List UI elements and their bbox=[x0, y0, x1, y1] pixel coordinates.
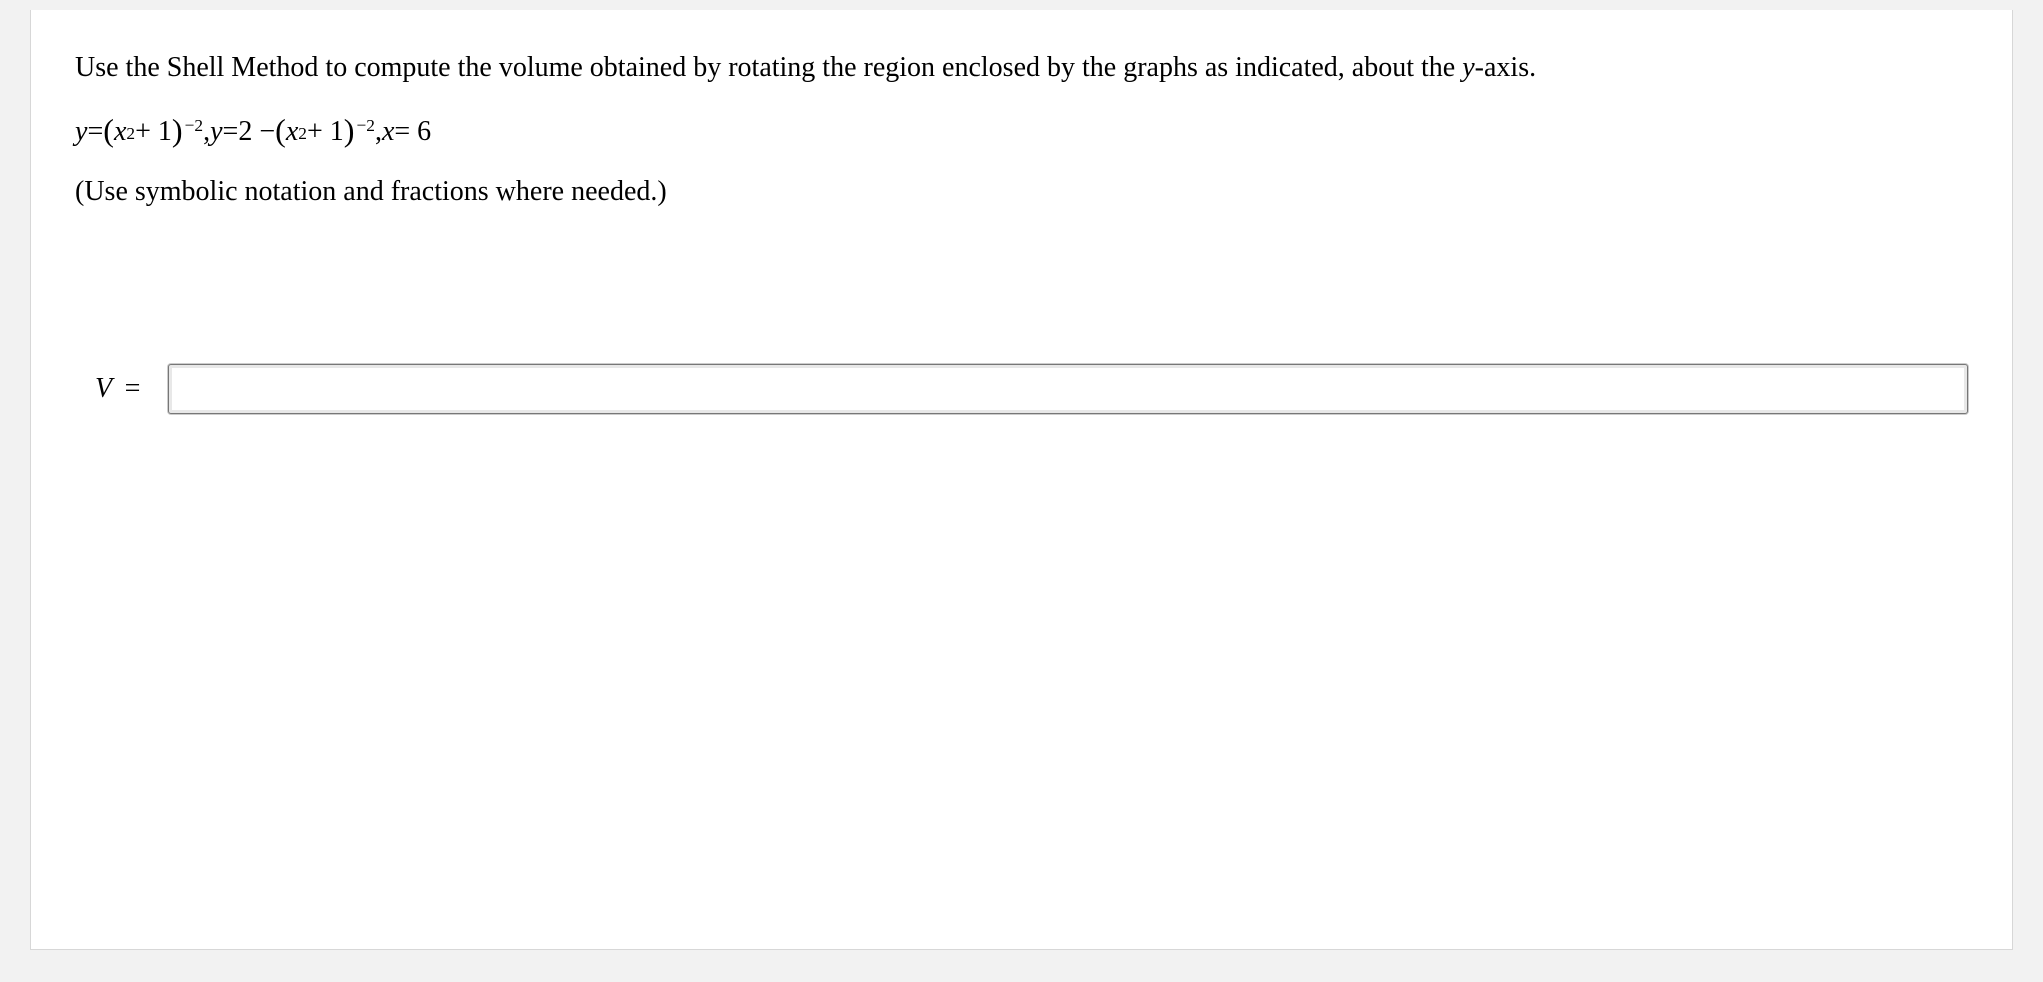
eq-rparen1: ) bbox=[172, 112, 183, 149]
eq-x2: x bbox=[286, 116, 298, 148]
answer-eq: = bbox=[125, 373, 141, 404]
question-card: Use the Shell Method to compute the volu… bbox=[30, 10, 2013, 950]
eq-x1: x bbox=[114, 116, 126, 148]
eq-rparen2: ) bbox=[344, 112, 355, 149]
answer-V: V bbox=[95, 373, 112, 404]
eq-comma2: , bbox=[375, 116, 382, 148]
eq-plus1a: + 1 bbox=[135, 116, 172, 148]
equation-line: y = ( x 2 + 1 ) −2 , y = 2 − ( x 2 + 1 )… bbox=[75, 111, 1968, 148]
eq-sq1: 2 bbox=[126, 124, 135, 144]
eq-lparen1: ( bbox=[103, 112, 114, 149]
problem-statement: Use the Shell Method to compute the volu… bbox=[75, 46, 1968, 89]
answer-row: V = bbox=[75, 364, 1968, 414]
eq-sq2: 2 bbox=[298, 124, 307, 144]
answer-label: V = bbox=[95, 373, 140, 405]
eq-x3: x bbox=[382, 116, 394, 148]
eq-lparen2: ( bbox=[275, 112, 286, 149]
eq-y2: y bbox=[210, 116, 222, 148]
eq-y1: y bbox=[75, 116, 87, 148]
problem-text-part2: -axis. bbox=[1475, 52, 1536, 83]
eq-plus1b: + 1 bbox=[307, 116, 344, 148]
problem-hint: (Use symbolic notation and fractions whe… bbox=[75, 170, 1968, 213]
eq-eq1: = bbox=[87, 116, 103, 148]
eq-x3-eq6: = 6 bbox=[394, 116, 431, 148]
eq-eq2: = bbox=[223, 116, 239, 148]
answer-input[interactable] bbox=[168, 364, 1968, 414]
eq-exp2: −2 bbox=[356, 117, 374, 134]
eq-exp1: −2 bbox=[185, 117, 203, 134]
problem-y-var: y bbox=[1462, 52, 1474, 83]
problem-text-part1: Use the Shell Method to compute the volu… bbox=[75, 52, 1462, 83]
eq-2minus: 2 − bbox=[238, 116, 275, 148]
